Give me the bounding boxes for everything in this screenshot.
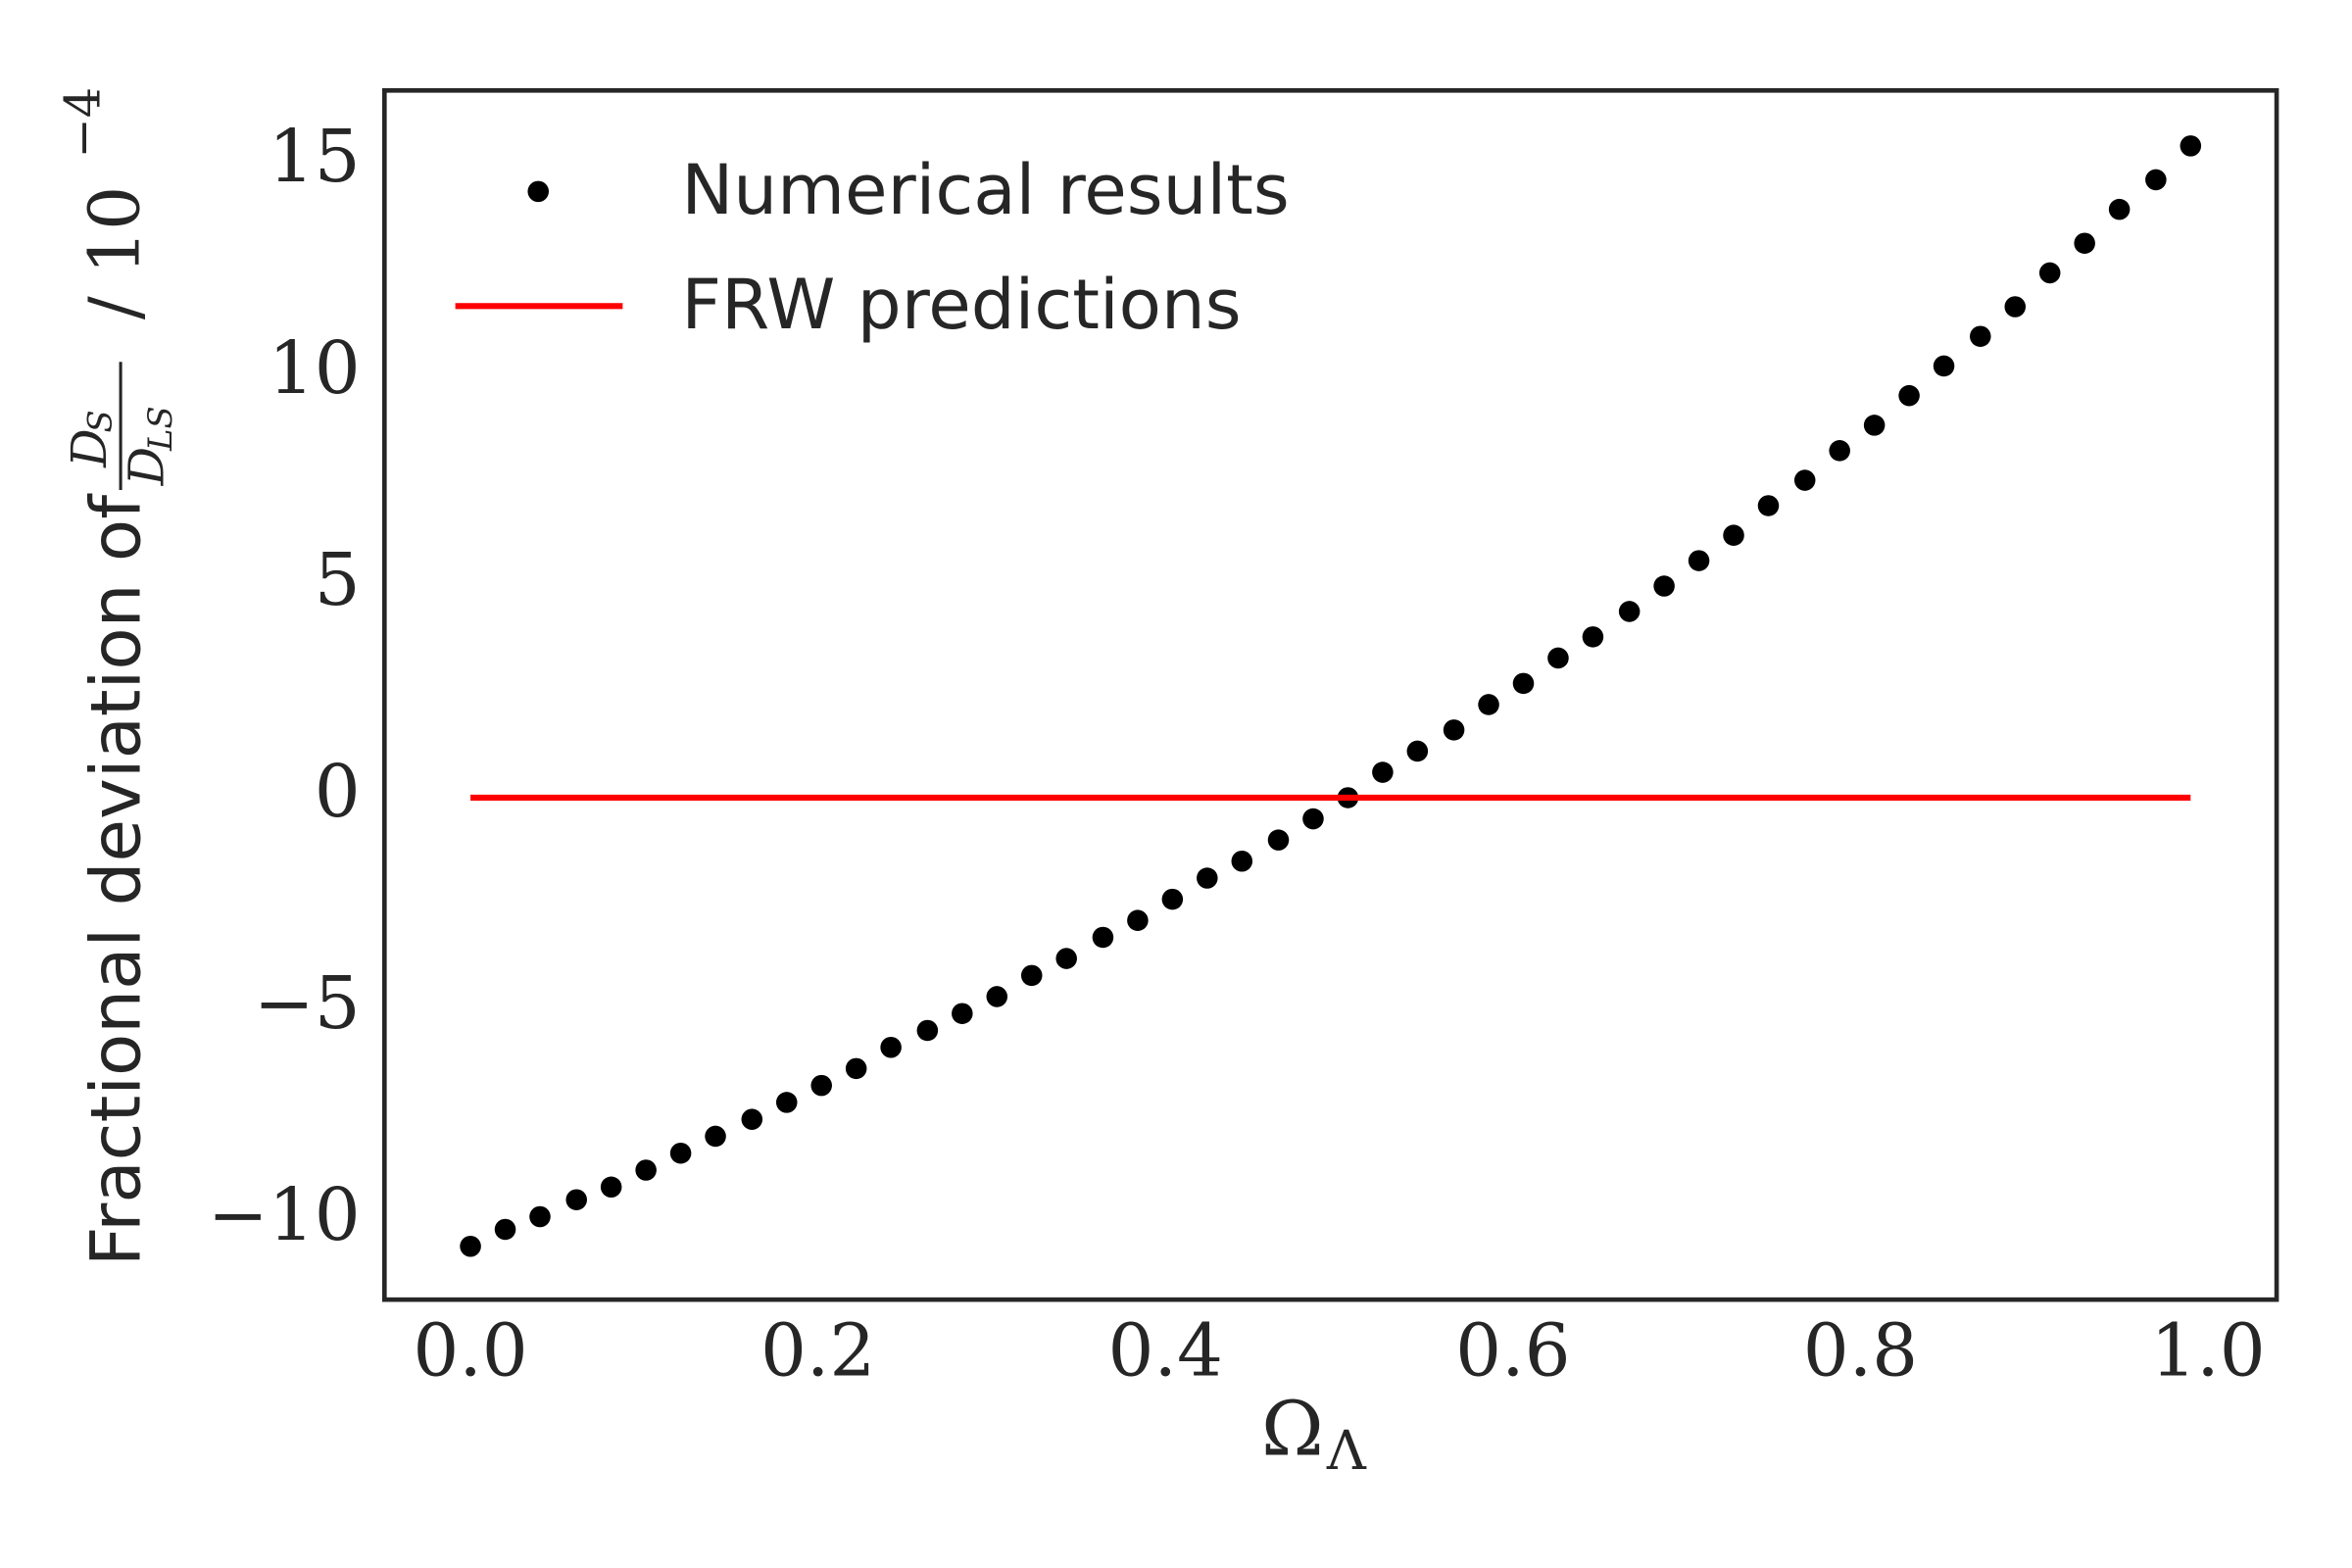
data-point bbox=[1302, 808, 1324, 830]
data-point bbox=[810, 1074, 832, 1097]
x-tick-label: 0.2 bbox=[760, 1309, 875, 1394]
data-point bbox=[705, 1125, 726, 1148]
data-point bbox=[529, 1205, 551, 1228]
data-point bbox=[741, 1108, 763, 1130]
y-label-den-sub: LS bbox=[141, 406, 179, 452]
x-tick-label: 1.0 bbox=[2150, 1309, 2265, 1394]
x-label-main: Ω bbox=[1261, 1387, 1324, 1474]
data-point bbox=[1653, 575, 1675, 597]
data-point bbox=[1898, 384, 1920, 407]
y-tick-label: 5 bbox=[315, 538, 361, 622]
legend-label: FRW predictions bbox=[681, 264, 1241, 345]
x-axis-label: Ω Λ bbox=[1261, 1387, 1367, 1484]
data-point bbox=[1372, 761, 1394, 783]
data-point bbox=[1512, 672, 1535, 695]
data-point bbox=[1055, 948, 1077, 969]
y-label-unit: / 10 bbox=[74, 186, 156, 319]
data-point bbox=[1406, 740, 1429, 762]
data-point bbox=[1231, 850, 1253, 872]
data-point bbox=[1547, 647, 1569, 669]
y-tick-label: 0 bbox=[315, 750, 361, 834]
x-tick-label: 0.4 bbox=[1108, 1309, 1223, 1394]
y-label-main: Fractional deviation of bbox=[75, 493, 157, 1267]
data-point bbox=[460, 1235, 481, 1257]
data-point bbox=[1478, 694, 1499, 715]
y-axis-label: Fractional deviation of D S D LS / 10 −4 bbox=[55, 87, 179, 1266]
data-point bbox=[1161, 888, 1184, 910]
x-tick-label: 0.6 bbox=[1455, 1309, 1570, 1394]
y-label-den: D bbox=[118, 447, 174, 486]
x-tick-label: 0.8 bbox=[1803, 1309, 1918, 1394]
data-point bbox=[916, 1019, 939, 1042]
data-point bbox=[952, 1003, 973, 1024]
data-point bbox=[1829, 440, 1850, 462]
data-point bbox=[775, 1092, 798, 1113]
y-tick-label: −10 bbox=[208, 1173, 361, 1257]
data-point bbox=[2108, 198, 2131, 220]
data-point bbox=[1933, 355, 1955, 377]
data-point bbox=[986, 986, 1008, 1007]
data-point bbox=[1863, 415, 1886, 436]
data-point bbox=[2180, 135, 2202, 157]
data-point bbox=[1793, 469, 1816, 491]
data-point bbox=[669, 1142, 692, 1164]
data-point bbox=[1757, 495, 1780, 516]
data-point bbox=[2038, 262, 2061, 284]
data-point bbox=[1020, 964, 1043, 987]
data-point bbox=[635, 1159, 657, 1181]
data-point bbox=[600, 1176, 622, 1199]
y-label-num: D bbox=[61, 428, 118, 467]
y-tick-label: −5 bbox=[254, 961, 361, 1046]
data-point bbox=[1618, 601, 1641, 622]
data-point bbox=[845, 1057, 867, 1080]
data-point bbox=[1582, 626, 1604, 648]
data-point bbox=[880, 1036, 902, 1058]
data-point bbox=[1267, 829, 1290, 851]
data-point bbox=[1092, 926, 1114, 949]
data-point bbox=[1970, 325, 1991, 347]
data-point bbox=[1688, 550, 1710, 571]
data-point bbox=[1197, 867, 1218, 889]
x-tick-label: 0.0 bbox=[413, 1309, 527, 1394]
legend-label: Numerical results bbox=[681, 149, 1289, 230]
y-tick-label: 10 bbox=[269, 326, 361, 411]
y-tick-label: 15 bbox=[269, 115, 361, 199]
data-point bbox=[1443, 719, 1465, 741]
legend-marker bbox=[527, 180, 549, 203]
data-point bbox=[1127, 909, 1149, 931]
data-point bbox=[494, 1218, 516, 1241]
x-label-sub: Λ bbox=[1326, 1420, 1367, 1483]
data-point bbox=[2074, 232, 2095, 254]
plot-frame bbox=[382, 88, 2279, 1302]
data-point bbox=[2004, 296, 2027, 318]
y-label-unit-exp: −4 bbox=[55, 87, 112, 159]
data-point bbox=[565, 1189, 587, 1211]
data-point bbox=[1723, 524, 1744, 546]
y-label-num-sub: S bbox=[81, 410, 120, 432]
data-point bbox=[2145, 169, 2167, 191]
